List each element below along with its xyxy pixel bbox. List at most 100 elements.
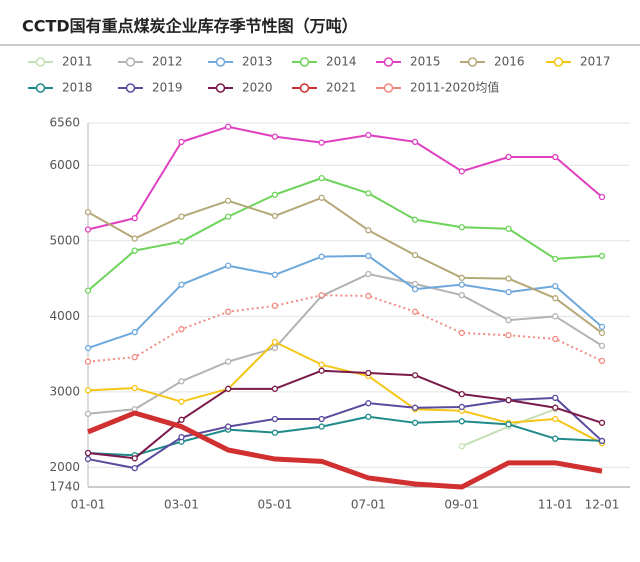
point [318, 361, 325, 368]
series-line [87, 177, 603, 292]
point [365, 131, 372, 139]
legend-label: 2021 [326, 81, 357, 95]
point [178, 378, 185, 385]
x-tick-label: 03-01 [164, 498, 199, 512]
point [458, 224, 465, 231]
legend-label: 2012 [152, 55, 183, 69]
y-tick-label: 4000 [49, 309, 80, 323]
point [598, 342, 606, 349]
point [131, 384, 138, 392]
series-line [87, 410, 603, 490]
point [458, 168, 465, 175]
point [505, 153, 512, 161]
legend-label: 2015 [410, 55, 441, 69]
point [178, 434, 185, 441]
point [552, 295, 559, 302]
point [411, 404, 419, 411]
point [84, 358, 92, 365]
point [365, 190, 372, 197]
legend-marker [299, 83, 310, 93]
legend-marker [35, 83, 46, 93]
point [552, 415, 559, 423]
point [178, 138, 185, 146]
point [271, 302, 279, 309]
point [225, 213, 232, 220]
legend-label: 2019 [152, 81, 183, 95]
legend-marker [215, 83, 226, 93]
chart-title: CCTD国有重点煤炭企业库存季节性图（万吨） [22, 17, 358, 36]
point [458, 292, 465, 299]
point [411, 372, 419, 379]
x-tick-label: 12-01 [585, 498, 620, 512]
series-line [87, 254, 603, 349]
legend-label: 2011 [62, 55, 93, 69]
series-line [87, 415, 603, 457]
point [365, 252, 372, 260]
point [505, 397, 512, 404]
point [505, 225, 512, 232]
point [84, 344, 92, 352]
point [131, 353, 138, 361]
point [84, 455, 92, 463]
point [271, 338, 279, 346]
point [365, 413, 372, 420]
point [84, 387, 92, 394]
point [365, 270, 372, 278]
point [411, 280, 419, 288]
point [458, 418, 465, 425]
point [84, 449, 92, 457]
point [84, 410, 92, 417]
point [178, 281, 185, 288]
point [318, 415, 325, 423]
legend-label: 2013 [242, 55, 273, 69]
point [84, 208, 92, 216]
legend-marker [125, 57, 136, 67]
point [458, 390, 465, 398]
point [598, 252, 606, 260]
legend-label: 2018 [62, 81, 93, 95]
point [365, 400, 372, 407]
point [411, 138, 419, 146]
y-tick-label: 6000 [49, 158, 80, 172]
y-tick-label: 3000 [49, 384, 80, 398]
point [318, 292, 325, 299]
point [271, 271, 279, 278]
point [225, 308, 232, 315]
point [411, 216, 419, 223]
legend-marker [35, 57, 46, 67]
point [271, 415, 279, 423]
point [458, 403, 465, 411]
point [225, 262, 232, 269]
series-line [87, 294, 603, 363]
point [411, 252, 419, 259]
point [505, 332, 512, 339]
point [178, 213, 185, 220]
point [225, 385, 232, 392]
point [84, 287, 92, 294]
point [598, 419, 606, 426]
point [458, 443, 465, 450]
point [271, 133, 279, 140]
point [458, 274, 465, 281]
point [271, 385, 279, 392]
point [225, 423, 232, 430]
point [365, 227, 372, 234]
point [552, 335, 559, 343]
point [458, 329, 465, 337]
point [552, 435, 559, 442]
y-tick-label: 1740 [49, 480, 80, 494]
legend-marker [383, 83, 394, 93]
point [131, 464, 138, 472]
x-tick-label: 05-01 [257, 498, 292, 512]
series-line [87, 396, 603, 470]
point [552, 255, 559, 263]
legend-marker [553, 57, 564, 67]
point [505, 316, 512, 324]
series-line [87, 369, 603, 460]
point [318, 423, 325, 430]
legend-label: 2020 [242, 81, 273, 95]
point [131, 329, 138, 336]
legend-marker [125, 83, 136, 93]
point [318, 174, 325, 182]
